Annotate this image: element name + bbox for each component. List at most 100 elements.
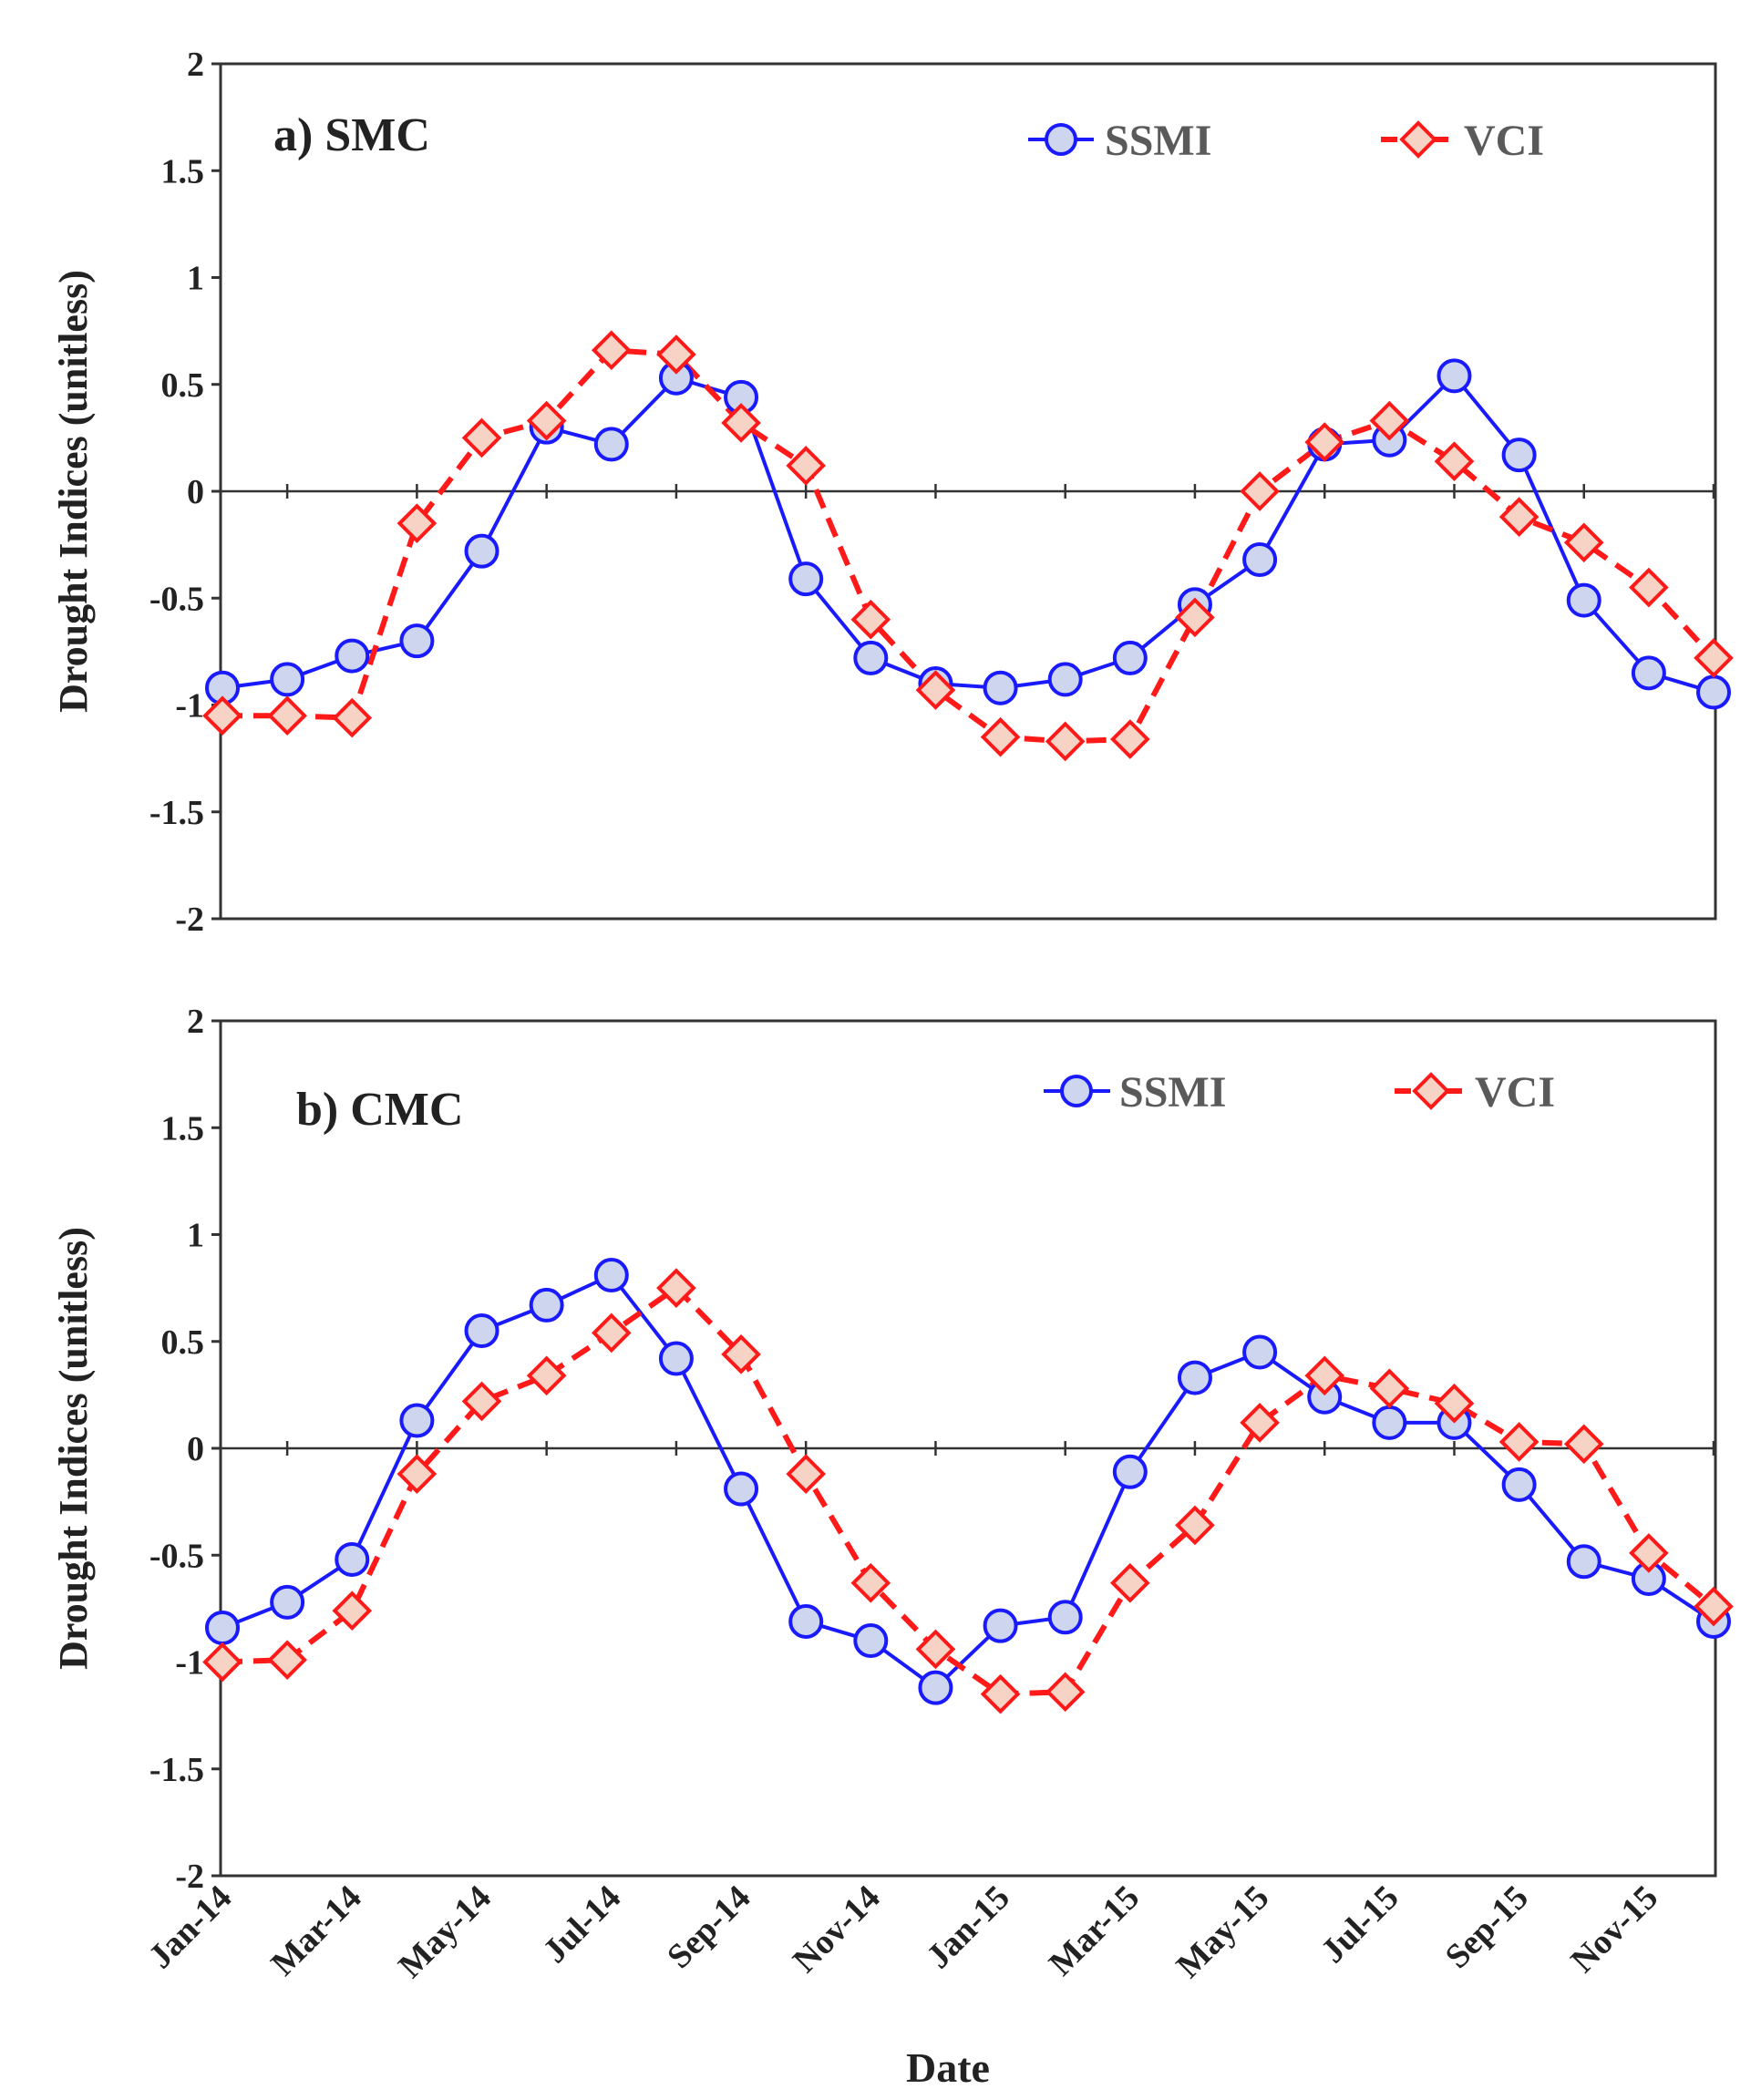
ssmi-point [983,670,1018,705]
vci-point [267,1640,307,1680]
y-tick-label: -1.5 [149,1751,204,1789]
vci-point [915,670,956,710]
ssmi-point [1372,1405,1407,1440]
ssmi-point [1501,1467,1537,1502]
y-tick-label: 0.5 [161,366,205,405]
vci-point [461,417,502,458]
ssmi-point [1047,662,1083,697]
vci-point [850,599,891,640]
series-line-vci [222,347,1716,745]
vci-point [1498,1422,1540,1462]
vci-point [591,330,632,371]
vci-point [1240,471,1280,511]
vci-point [1498,497,1540,537]
ssmi-point [1631,655,1666,691]
y-tick-label: 0 [187,1430,204,1468]
y-tick-label: -1 [175,1644,204,1683]
x-tick-label: Mar-15 [1042,1879,1147,1983]
series-line-ssmi [221,1273,1715,1690]
vci-point [1240,1403,1280,1443]
y-tick-label: -2 [175,1858,204,1896]
vci-point [1369,400,1410,441]
y-tick-label: -1.5 [149,794,204,832]
ssmi-point [335,1541,370,1577]
legend-vci-marker [1412,1072,1450,1110]
ssmi-point [399,623,435,659]
series-line-ssmi [221,374,1715,695]
vci-point [1434,441,1475,481]
legend-ssmi-label: SSMI [1119,1068,1226,1117]
y-tick-label: 1 [187,1217,204,1255]
panel-title: a) SMC [273,109,430,161]
vci-point [1369,1368,1410,1409]
x-tick-label: Sep-14 [660,1879,757,1976]
vci-point [786,1454,827,1494]
y-axis-label: Drought Indices (unitless) [51,1227,96,1670]
y-tick-label: -2 [175,901,204,939]
panel-title: b) CMC [296,1084,463,1136]
vci-point [1694,638,1734,678]
y-tick-label: 0 [187,473,204,511]
vci-point [1109,719,1150,759]
ssmi-point [1696,674,1731,710]
y-axis-label: Drought Indices (unitless) [51,270,96,713]
ssmi-point [853,640,889,675]
ssmi-point [335,638,370,674]
y-tick-label: 2 [187,1003,204,1041]
ssmi-point [464,533,499,569]
ssmi-point [1112,640,1148,675]
vci-point [656,1268,696,1308]
series-line-vci [221,1285,1715,1697]
vci-point [1109,1562,1150,1603]
vci-point [1175,1505,1215,1546]
vci-point [915,1629,956,1670]
legend-vci-label: VCI [1475,1068,1555,1117]
x-tick-label: Jan-15 [920,1879,1017,1976]
y-tick-label: 1.5 [161,1109,205,1148]
x-tick-label: Nov-14 [786,1879,888,1981]
ssmi-point [1047,1600,1083,1635]
vci-point [1694,1586,1734,1627]
vci-point [1304,1355,1345,1396]
legend: SSMI VCI [1044,1068,1555,1117]
vci-point [850,1562,891,1603]
y-tick-label: -0.5 [149,580,204,618]
vci-point [1563,1424,1604,1465]
ssmi-point [1501,438,1537,473]
y-tick-label: 1 [187,260,204,298]
ssmi-point [1242,542,1278,578]
y-tick-label: -1 [175,687,204,726]
ssmi-point [1242,1334,1278,1370]
ssmi-point [593,1258,629,1293]
vci-point [1629,1533,1669,1573]
vci-point [1563,522,1604,563]
vci-point [786,446,827,486]
vci-point [396,1454,438,1494]
ssmi-point [1566,582,1601,618]
ssmi-point [270,1584,305,1620]
vci-point [332,1590,373,1632]
chart-panel-cmc: b) CMC SSMI VCI Drought Indices (unitles… [51,1003,1734,2091]
vci-point [1434,1383,1475,1424]
ssmi-point [270,662,305,697]
ssmi-point [399,1403,435,1438]
legend-ssmi-marker [1060,1075,1093,1107]
vci-point [202,695,242,736]
ssmi-point [464,1313,499,1349]
ssmi-point [853,1623,889,1659]
vci-point [1045,721,1086,762]
ssmi-point [205,1610,240,1645]
vci-point [1045,1672,1086,1713]
vci-point [1175,597,1215,638]
vci-point [721,403,761,443]
vci-point [1629,567,1669,608]
vci-point [721,1333,761,1374]
vci-point [461,1381,502,1422]
vci-point [980,1673,1021,1714]
x-tick-label: May-15 [1169,1879,1277,1986]
x-tick-label: Sep-15 [1438,1879,1536,1976]
ssmi-point [724,1471,759,1507]
ssmi-point [529,1287,564,1323]
ssmi-point [788,561,824,597]
ssmi-point [1177,1360,1212,1395]
